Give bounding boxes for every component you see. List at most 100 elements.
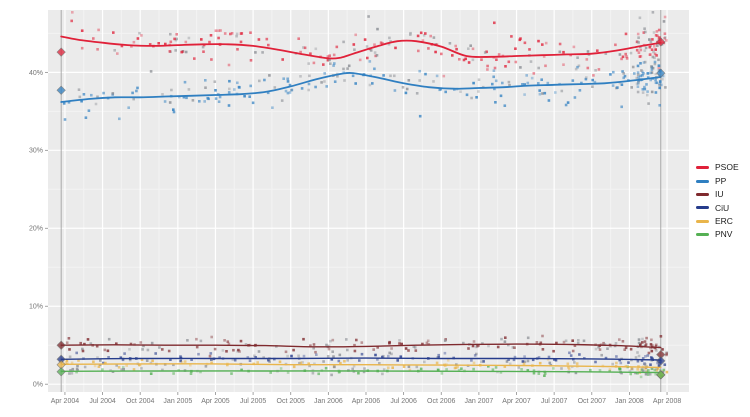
scatter-point	[621, 70, 624, 73]
scatter-point	[116, 52, 119, 55]
legend-label: PP	[715, 175, 727, 186]
scatter-point	[436, 368, 440, 372]
scatter-point	[261, 51, 264, 54]
scatter-point	[77, 88, 81, 91]
scatter-point	[330, 373, 333, 377]
scatter-point	[249, 84, 252, 88]
scatter-point	[174, 49, 177, 52]
scatter-point	[76, 364, 79, 368]
scatter-point	[407, 79, 411, 82]
scatter-point	[67, 337, 71, 340]
scatter-point	[655, 349, 658, 352]
scatter-point	[481, 342, 484, 345]
scatter-point	[594, 347, 598, 351]
scatter-point	[664, 86, 667, 89]
scatter-point	[423, 360, 426, 364]
scatter-point	[79, 341, 82, 345]
scatter-point	[121, 366, 125, 369]
scatter-point	[301, 361, 304, 364]
scatter-point	[329, 339, 332, 343]
scatter-point	[647, 369, 650, 372]
scatter-point	[402, 365, 406, 368]
scatter-point	[333, 80, 337, 83]
scatter-point	[541, 92, 544, 95]
scatter-point	[655, 30, 659, 33]
legend-item-ERC: ERC	[696, 215, 739, 228]
scatter-point	[620, 57, 623, 61]
scatter-point	[374, 353, 377, 357]
scatter-point	[128, 358, 132, 362]
scatter-point	[286, 80, 290, 83]
scatter-point	[387, 366, 390, 370]
scatter-point	[286, 371, 290, 374]
scatter-point	[596, 49, 599, 52]
scatter-point	[608, 369, 611, 373]
scatter-point	[195, 337, 198, 341]
scatter-point	[172, 110, 176, 114]
scatter-point	[373, 43, 376, 46]
scatter-point	[387, 354, 390, 358]
scatter-point	[604, 356, 608, 360]
scatter-point	[637, 51, 641, 54]
scatter-point	[125, 364, 128, 367]
scatter-point	[418, 79, 421, 82]
scatter-point	[81, 349, 85, 353]
trend-line-PP	[60, 71, 662, 103]
scatter-point	[637, 341, 641, 345]
scatter-point	[477, 78, 481, 81]
scatter-point	[217, 36, 220, 40]
scatter-point	[650, 356, 653, 359]
scatter-point	[538, 361, 542, 365]
scatter-point	[371, 82, 374, 85]
scatter-point	[573, 361, 576, 364]
scatter-point	[638, 55, 642, 58]
scatter-point	[611, 84, 615, 87]
election-result-PNV	[56, 367, 66, 377]
scatter-point	[254, 51, 257, 54]
scatter-point	[522, 362, 526, 366]
scatter-point	[650, 71, 654, 74]
scatter-point	[142, 344, 145, 348]
scatter-point	[622, 76, 625, 80]
plot-panel	[48, 10, 689, 392]
scatter-point	[454, 44, 457, 48]
scatter-point	[537, 82, 540, 85]
scatter-point	[638, 16, 642, 20]
scatter-point	[86, 338, 90, 341]
scatter-point	[568, 351, 571, 355]
legend-label: ERC	[715, 216, 733, 226]
scatter-point	[657, 58, 660, 62]
scatter-point	[642, 31, 646, 34]
scatter-point	[639, 55, 643, 58]
scatter-point	[92, 37, 95, 40]
legend-key-CiU	[696, 206, 709, 210]
scatter-point	[548, 361, 552, 365]
scatter-point	[228, 87, 231, 91]
scatter-point	[157, 42, 160, 45]
scatter-point	[369, 49, 373, 52]
scatter-point	[621, 55, 625, 59]
scatter-point	[312, 343, 316, 346]
scatter-point	[618, 53, 622, 56]
scatter-point	[630, 367, 634, 370]
scatter-point	[288, 83, 292, 87]
scatter-point	[608, 368, 612, 371]
scatter-point	[214, 97, 218, 100]
scatter-point	[75, 351, 78, 355]
scatter-point	[149, 361, 153, 365]
scatter-point	[83, 342, 86, 346]
scatter-point	[649, 363, 652, 366]
election-result-CiU	[656, 356, 666, 366]
x-tick-label: Jul 2007	[541, 398, 568, 405]
scatter-point	[353, 48, 356, 51]
scatter-point	[477, 344, 480, 347]
scatter-point	[578, 353, 581, 356]
scatter-point	[329, 62, 332, 65]
scatter-point	[485, 50, 488, 54]
scatter-point	[286, 354, 289, 358]
x-tick-label: Jan 2005	[163, 398, 192, 405]
scatter-point	[409, 31, 412, 35]
scatter-point	[600, 353, 603, 357]
scatter-point	[654, 347, 658, 351]
x-tick-label: Oct 2006	[427, 398, 456, 405]
